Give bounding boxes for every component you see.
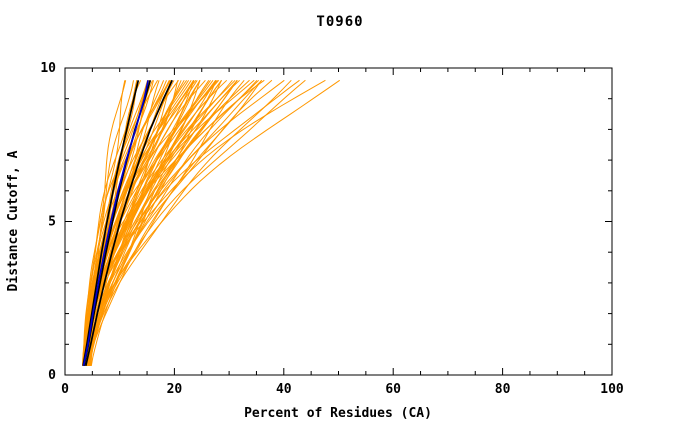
series-model-black-3 xyxy=(84,79,173,366)
y-tick-label: 5 xyxy=(48,215,56,230)
ensemble-curve xyxy=(83,79,236,366)
x-tick-label: 100 xyxy=(600,382,624,397)
series-model-blue xyxy=(82,80,149,366)
ensemble-curve xyxy=(87,79,340,366)
ensemble-curve xyxy=(83,79,240,366)
ensemble-curve xyxy=(83,80,150,366)
ensemble-curve xyxy=(85,79,250,366)
x-axis-label: Percent of Residues (CA) xyxy=(244,406,432,421)
x-tick-label: 20 xyxy=(167,382,183,397)
chart-title: T0960 xyxy=(316,14,364,30)
y-tick-label: 0 xyxy=(48,368,56,383)
x-tick-label: 80 xyxy=(495,382,511,397)
x-tick-label: 60 xyxy=(385,382,401,397)
ensemble-curve xyxy=(83,79,265,366)
y-tick-label: 10 xyxy=(40,61,56,76)
x-tick-label: 0 xyxy=(61,382,69,397)
series-model-black-1 xyxy=(82,80,140,366)
x-tick-label: 40 xyxy=(276,382,292,397)
ensemble-curve xyxy=(87,79,245,366)
